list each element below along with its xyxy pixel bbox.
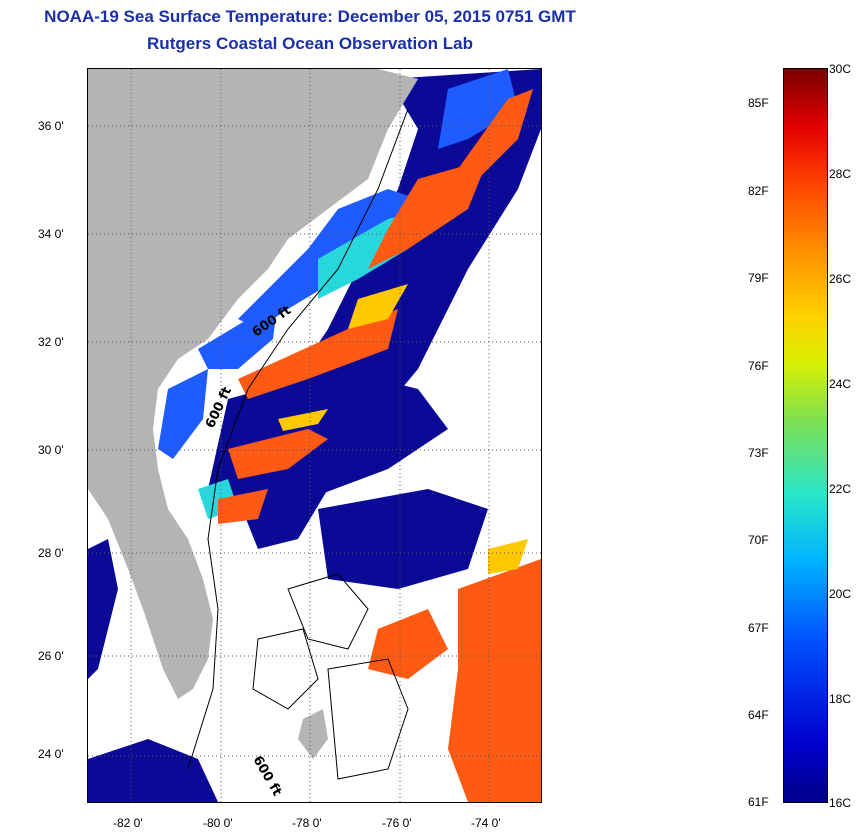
lat-label: 24 0': [38, 747, 64, 761]
gulf-stream-warm-water: [218, 89, 541, 802]
land-mass: [88, 69, 418, 759]
lat-label: 28 0': [38, 546, 64, 560]
colorbar-f-label: 82F: [748, 184, 769, 198]
colorbar-c-label: 18C: [829, 692, 852, 706]
map-subtitle: Rutgers Coastal Ocean Observation Lab: [147, 34, 473, 53]
lat-label: 30 0': [38, 443, 64, 457]
lat-label: 34 0': [38, 227, 64, 241]
colorbar-f-label: 73F: [748, 446, 769, 460]
lon-label: -80 0': [203, 816, 233, 830]
lon-label: -82 0': [113, 816, 143, 830]
colorbar-f-label: 70F: [748, 533, 769, 547]
colorbar-c-label: 24C: [829, 377, 852, 391]
colorbar-f-label: 67F: [748, 621, 769, 635]
colorbar-c-label: 30C: [829, 62, 852, 76]
colorbar-f-label: 85F: [748, 96, 769, 110]
colorbar-c-label: 22C: [829, 482, 852, 496]
colorbar-c-label: 26C: [829, 272, 852, 286]
colorbar-c-label: 16C: [829, 796, 852, 810]
colorbar-c-label: 20C: [829, 587, 852, 601]
lon-label: -78 0': [292, 816, 322, 830]
colorbar-f-label: 79F: [748, 271, 769, 285]
colorbar-c-label: 28C: [829, 167, 852, 181]
map-title: NOAA-19 Sea Surface Temperature: Decembe…: [44, 7, 576, 26]
bathymetry-contours: [187, 108, 409, 780]
lat-label: 26 0': [38, 649, 64, 663]
lon-label: -74 0': [471, 816, 501, 830]
temperature-colorbar: [783, 68, 828, 803]
lat-label: 36 0': [38, 119, 64, 133]
gulf-stream-edge: [278, 284, 528, 574]
colorbar-f-label: 76F: [748, 359, 769, 373]
colorbar-f-label: 61F: [748, 795, 769, 809]
sst-map: 600 ft 600 ft 600 ft: [87, 68, 542, 803]
colorbar-f-label: 64F: [748, 708, 769, 722]
lon-label: -76 0': [382, 816, 412, 830]
lat-label: 32 0': [38, 335, 64, 349]
